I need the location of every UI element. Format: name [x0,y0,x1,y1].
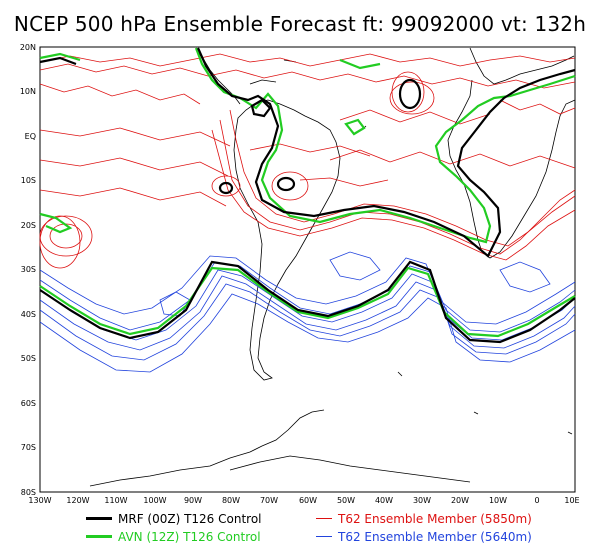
lat-tick-label: 70S [21,443,36,452]
coastline-africa [447,47,576,259]
blue-contour-9 [499,261,551,293]
lon-tick-label: 20W [451,496,469,505]
blue-ensemble-members [39,251,576,373]
lat-tick-label: 50S [21,354,36,363]
mrf-cell-atlantic [398,78,422,110]
legend-swatch-blue-ensemble [316,536,332,537]
red-cell-amazon [271,171,309,201]
red-cell-pacific [211,175,241,197]
lon-tick-label: 70W [260,496,278,505]
mrf-cell-pacific [218,181,234,195]
coastlines [89,47,576,487]
coastline-antarctica [89,409,471,487]
blue-contour-8 [329,251,381,281]
red-contour-6 [229,109,576,247]
blue-contour-3 [39,275,576,351]
red-contour-13 [299,177,389,187]
red-contour-3 [39,83,201,105]
mrf-cell-caribbean [250,98,272,118]
avn-5850-contour-west [39,212,73,234]
legend-item-red-ensemble: T62 Ensemble Member (5850m) [316,512,532,526]
map-frame [39,46,576,493]
blue-contour-1 [39,261,576,333]
mrf-cell-amazon [276,176,296,192]
legend-item-blue-ensemble: T62 Ensemble Member (5640m) [316,530,532,544]
blue-contour-2 [39,269,576,341]
red-cell-atlantic [391,71,425,113]
red-ensemble-members [39,53,576,269]
avn-5850-contour-atlantic [339,58,381,136]
red-contour-2 [39,63,576,89]
coastline-south-america [233,99,341,381]
avn-control-contours [39,47,576,338]
lat-tick-label: 10N [20,87,36,96]
red-contour-12 [499,99,576,115]
lon-tick-label: 30W [413,496,431,505]
lon-tick-labels: 130W 120W 110W 100W 90W 80W 70W 60W 50W … [28,496,579,505]
lat-tick-label: 10S [21,176,36,185]
lat-tick-labels: 20N 10N EQ 10S 20S 30S 40S 50S 60S 70S 8… [20,43,36,497]
avn-5640-contour [39,266,576,338]
coastline-islands [361,125,573,435]
red-cell-west [39,215,93,257]
red-cell-west-inner [49,223,83,249]
lon-tick-label: 10E [564,496,579,505]
legend-swatch-avn [86,535,112,538]
lon-tick-label: 50W [337,496,355,505]
blue-contour-6 [39,293,576,373]
red-contour-11 [339,109,491,125]
red-contour-7 [39,127,231,147]
avn-5850-contour-north [39,47,576,244]
mrf-5850-contour-north [39,47,576,258]
red-cell-atlantic-2 [389,81,435,115]
blue-contour-7 [159,291,191,317]
lon-tick-label: 40W [375,496,393,505]
red-contour-10 [329,149,576,169]
lat-tick-label: 60S [21,399,36,408]
blue-contour-4 [39,283,576,361]
lon-tick-label: 110W [104,496,127,505]
lon-tick-label: 10W [489,496,507,505]
lat-tick-label: 80S [21,488,36,497]
lat-tick-label: 20N [20,43,36,52]
lon-tick-label: 130W [28,496,51,505]
lat-tick-label: 20S [21,221,36,230]
lat-tick-label: EQ [25,132,36,141]
lon-tick-label: 0 [534,496,539,505]
red-contour-9 [39,187,227,207]
red-contour-14 [249,143,371,157]
blue-contour-5 [39,255,576,325]
legend-item-mrf: MRF (00Z) T126 Control [86,512,262,526]
legend-item-avn: AVN (12Z) T126 Control [86,530,261,544]
legend-swatch-mrf [86,517,112,520]
lon-tick-label: 80W [222,496,240,505]
chart-title: NCEP 500 hPa Ensemble Forecast ft: 99092… [13,12,587,36]
red-contour-8 [39,157,229,177]
red-cell-west-2 [39,215,81,269]
mrf-control-contours [39,47,576,344]
mrf-5640-contour [39,260,576,344]
lon-tick-label: 90W [184,496,202,505]
red-contour-1 [39,53,576,67]
red-contour-5 [211,129,576,261]
legend-label-red-ensemble: T62 Ensemble Member (5850m) [338,512,532,526]
lon-tick-label: 60W [299,496,317,505]
legend-label-mrf: MRF (00Z) T126 Control [118,512,262,526]
lat-tick-label: 30S [21,265,36,274]
legend-label-blue-ensemble: T62 Ensemble Member (5640m) [338,530,532,544]
lon-tick-label: 120W [66,496,89,505]
legend-label-avn: AVN (12Z) T126 Control [118,530,261,544]
lat-tick-label: 40S [21,310,36,319]
lon-tick-label: 100W [143,496,166,505]
legend-swatch-red-ensemble [316,518,332,519]
